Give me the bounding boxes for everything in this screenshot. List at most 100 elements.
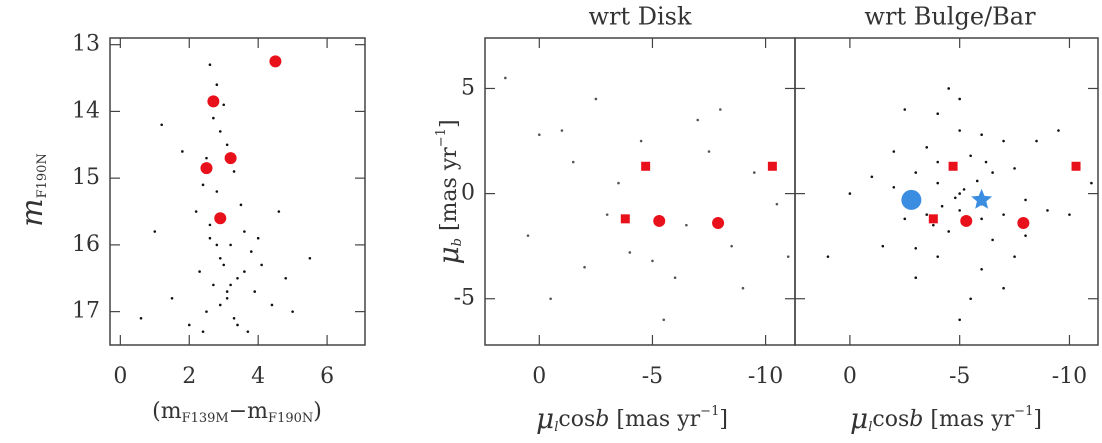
star-point [947,230,950,233]
label-part: ] [437,119,462,128]
star-point [291,310,294,313]
star-point [741,286,745,290]
label-part: [mas yr [609,407,700,432]
star-point [583,265,586,269]
label-part: F139M [182,411,229,426]
star-point [936,181,940,185]
star-point [1002,213,1005,216]
star-point [947,87,950,90]
star-point [232,317,236,320]
y-tick-label: 14 [72,98,100,123]
star-point [925,146,929,149]
label-part: cos [558,407,595,432]
star-point [1035,139,1038,143]
label-part: F190N [35,153,50,198]
plot-frame [109,37,366,346]
star-point [685,223,688,227]
x-tick-label: -5 [949,364,970,389]
x-tick-label: 4 [251,364,265,389]
star-point [958,209,961,212]
star-point [194,210,198,213]
star-point [208,63,212,66]
star-point [991,171,994,174]
star-point [940,204,944,208]
star-point [236,323,239,327]
target-point [960,214,973,227]
star-point [914,276,918,280]
target-point [269,55,282,68]
x-axis-label: μlcosb [mas yr−1] [850,402,1042,435]
star-point [212,116,215,120]
target-point [1071,161,1081,171]
x-tick-label: -5 [642,364,663,389]
x-tick-label: 2 [182,364,196,389]
star-point [962,188,966,191]
label-part: l [554,420,558,435]
label-part: b [595,407,609,432]
star-point [208,223,212,227]
label-part: −1 [1014,404,1033,419]
star-point [932,223,935,227]
star-point [571,160,575,164]
reference-point [971,188,993,209]
star-point [903,217,907,221]
star-point [1024,234,1027,237]
star-point [253,290,257,293]
label-part: −m [229,399,268,424]
star-point [605,213,609,216]
star-point [170,296,174,300]
star-point [215,190,219,193]
star-point [208,236,212,240]
star-point [980,217,983,221]
star-point [696,118,700,122]
label-part: [mas yr [923,407,1014,432]
star-point [707,150,711,153]
star-point [243,270,246,273]
star-point [651,259,654,263]
reference-point [901,189,922,210]
star-point [1013,167,1016,170]
star-point [969,154,972,158]
label-part: F190N [268,411,313,426]
star-point [215,243,219,247]
star-point [218,256,222,260]
star-point [848,192,852,195]
star-point [914,171,918,174]
star-point [617,181,620,185]
star-point [205,310,208,313]
star-point [249,250,253,253]
star-point [775,202,779,206]
star-point [218,303,222,307]
star-point [205,156,208,160]
y-tick-label: 16 [72,232,100,257]
star-point [958,97,961,101]
star-point [225,290,229,293]
star-point [870,175,874,179]
star-point [153,230,157,233]
star-point [198,270,201,273]
y-axis-label: mF190N [15,153,50,227]
label-part: l [868,420,872,435]
x-axis-label: μlcosb [mas yr−1] [536,402,728,435]
label-part: μ [536,402,554,435]
star-point [639,139,643,143]
star-point [243,230,246,233]
star-point [980,268,983,271]
star-point [560,129,564,132]
label-part: ] [1033,407,1042,432]
label-part: −1 [434,128,449,147]
target-point [200,162,213,175]
star-point [958,192,961,195]
label-part: ) [313,399,322,424]
label-part: ] [719,407,728,432]
star-point [239,203,243,207]
plot-frame [794,37,1099,346]
x-tick-label: 0 [532,364,546,389]
star-point [752,171,756,174]
panel-title: wrt Disk [588,3,692,31]
label-part: m [15,198,50,226]
star-point [526,234,530,237]
star-point [284,276,288,280]
star-point [139,317,143,320]
